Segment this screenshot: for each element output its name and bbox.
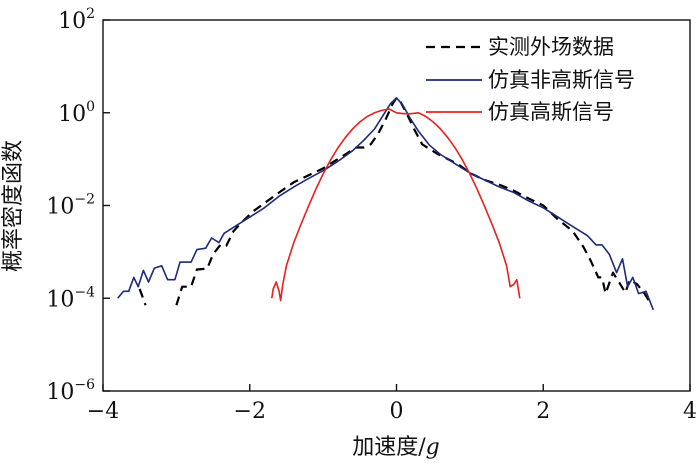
y-tick-label: 10−2: [46, 192, 95, 220]
x-axis-title: 加速度/g: [352, 435, 440, 460]
legend-label-nongaussian: 仿真非高斯信号: [488, 68, 635, 92]
legend-label-measured: 实测外场数据: [488, 35, 614, 59]
x-tick-label: 4: [683, 399, 697, 424]
legend-label-gaussian: 仿真高斯信号: [488, 100, 614, 124]
plot-area: [117, 96, 655, 311]
y-tick-label: 100: [58, 99, 95, 127]
x-tick-label: 0: [390, 399, 404, 424]
series-line-gaussian: [271, 108, 521, 302]
legend: 实测外场数据 仿真非高斯信号 仿真高斯信号: [426, 35, 635, 124]
x-axis-ticks: −4 −2 0 2 4: [87, 384, 697, 424]
y-tick-label: 10−6: [46, 377, 95, 405]
y-tick-label: 10−4: [46, 284, 95, 312]
x-tick-label: −4: [87, 399, 119, 424]
series-line-measured: [138, 288, 147, 306]
y-axis-title: 概率密度函数: [1, 140, 26, 272]
y-tick-label: 102: [58, 6, 95, 34]
series-line-measured: [175, 96, 653, 306]
x-tick-label: 2: [536, 399, 550, 424]
y-axis-ticks: 102 100 10−2 10−4 10−6: [46, 6, 110, 405]
x-tick-label: −2: [234, 399, 266, 424]
series-line-nongaussian: [117, 97, 655, 311]
